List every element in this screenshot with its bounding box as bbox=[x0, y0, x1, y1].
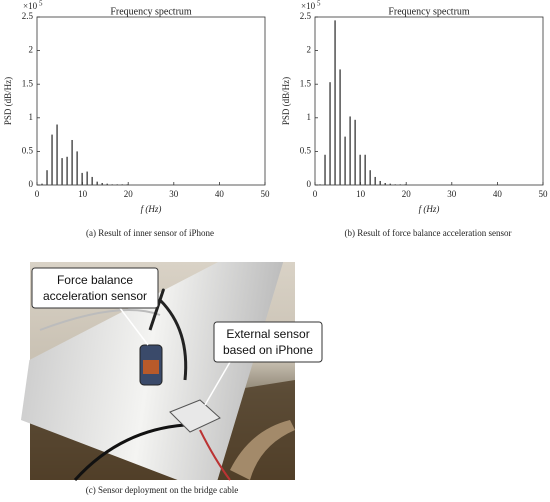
chart: Frequency spectrum ×10 5 PSD (dB/Hz) f (Hz) 0… bbox=[3, 0, 270, 214]
photo: Force balance acceleration sensor Extern… bbox=[20, 262, 323, 482]
x-tick-label: 0 bbox=[313, 189, 318, 199]
y-tick-label: 0.5 bbox=[300, 145, 312, 155]
plot-frame bbox=[36, 16, 266, 186]
x-axis-label: f (Hz) bbox=[419, 204, 440, 214]
photo-callout-line bbox=[119, 307, 149, 346]
x-axis-label: f (Hz) bbox=[141, 204, 162, 214]
photo-label: based on iPhone bbox=[223, 343, 313, 357]
y-axis-label: PSD (dB/Hz) bbox=[3, 77, 13, 125]
photo-cable-wire bbox=[73, 423, 186, 482]
y-multiplier: ×10 bbox=[301, 1, 316, 11]
caption: (c) Sensor deployment on the bridge cabl… bbox=[86, 485, 238, 495]
y-multiplier: ×10 bbox=[23, 1, 38, 11]
y-tick-label: 2 bbox=[29, 45, 34, 55]
chart-title: Frequency spectrum bbox=[388, 6, 470, 17]
caption: (a) Result of inner sensor of iPhone bbox=[86, 228, 214, 238]
photo-wire bbox=[39, 309, 161, 331]
y-tick-label: 1 bbox=[307, 112, 312, 122]
photo-callout-line bbox=[204, 361, 231, 406]
y-tick-label: 2 bbox=[307, 45, 312, 55]
y-tick-label: 2.5 bbox=[300, 11, 312, 21]
y-tick-label: 1.5 bbox=[22, 78, 34, 88]
x-tick-label: 20 bbox=[124, 189, 134, 199]
photo-label: Force balance bbox=[57, 273, 133, 287]
x-tick-label: 30 bbox=[169, 189, 179, 199]
y-tick-label: 1.5 bbox=[300, 78, 312, 88]
x-tick-label: 30 bbox=[447, 189, 457, 199]
y-tick-label: 1 bbox=[29, 112, 34, 122]
photo-path bbox=[230, 420, 295, 480]
photo-label-box bbox=[31, 267, 159, 309]
caption: (b) Result of force balance acceleration… bbox=[345, 228, 512, 238]
x-tick-label: 50 bbox=[539, 189, 549, 199]
y-multiplier-exponent: 5 bbox=[317, 0, 321, 8]
x-tick-label: 10 bbox=[356, 189, 366, 199]
y-multiplier-exponent: 5 bbox=[39, 0, 43, 8]
photo-label-box bbox=[213, 321, 323, 363]
y-tick-label: 0.5 bbox=[22, 145, 34, 155]
x-tick-label: 40 bbox=[215, 189, 225, 199]
x-tick-label: 50 bbox=[261, 189, 271, 199]
chart-title: Frequency spectrum bbox=[110, 6, 192, 17]
photo-label: acceleration sensor bbox=[43, 289, 147, 303]
photo-label: External sensor bbox=[226, 327, 309, 341]
photo-external-sensor bbox=[169, 399, 221, 433]
x-tick-label: 0 bbox=[35, 189, 40, 199]
chart: Frequency spectrum ×10 5 PSD (dB/Hz) f (Hz) 0… bbox=[281, 0, 548, 214]
y-tick-label: 2.5 bbox=[22, 11, 34, 21]
photo-force-sensor-label bbox=[143, 360, 159, 374]
plot-frame bbox=[314, 16, 544, 186]
x-tick-label: 20 bbox=[402, 189, 412, 199]
y-axis-label: PSD (dB/Hz) bbox=[281, 77, 291, 125]
photo-cable-wire bbox=[148, 288, 188, 381]
x-tick-label: 40 bbox=[493, 189, 503, 199]
photo-cable-wire bbox=[199, 429, 231, 481]
y-tick-label: 0 bbox=[29, 179, 34, 189]
y-tick-label: 0 bbox=[307, 179, 312, 189]
x-tick-label: 10 bbox=[78, 189, 88, 199]
